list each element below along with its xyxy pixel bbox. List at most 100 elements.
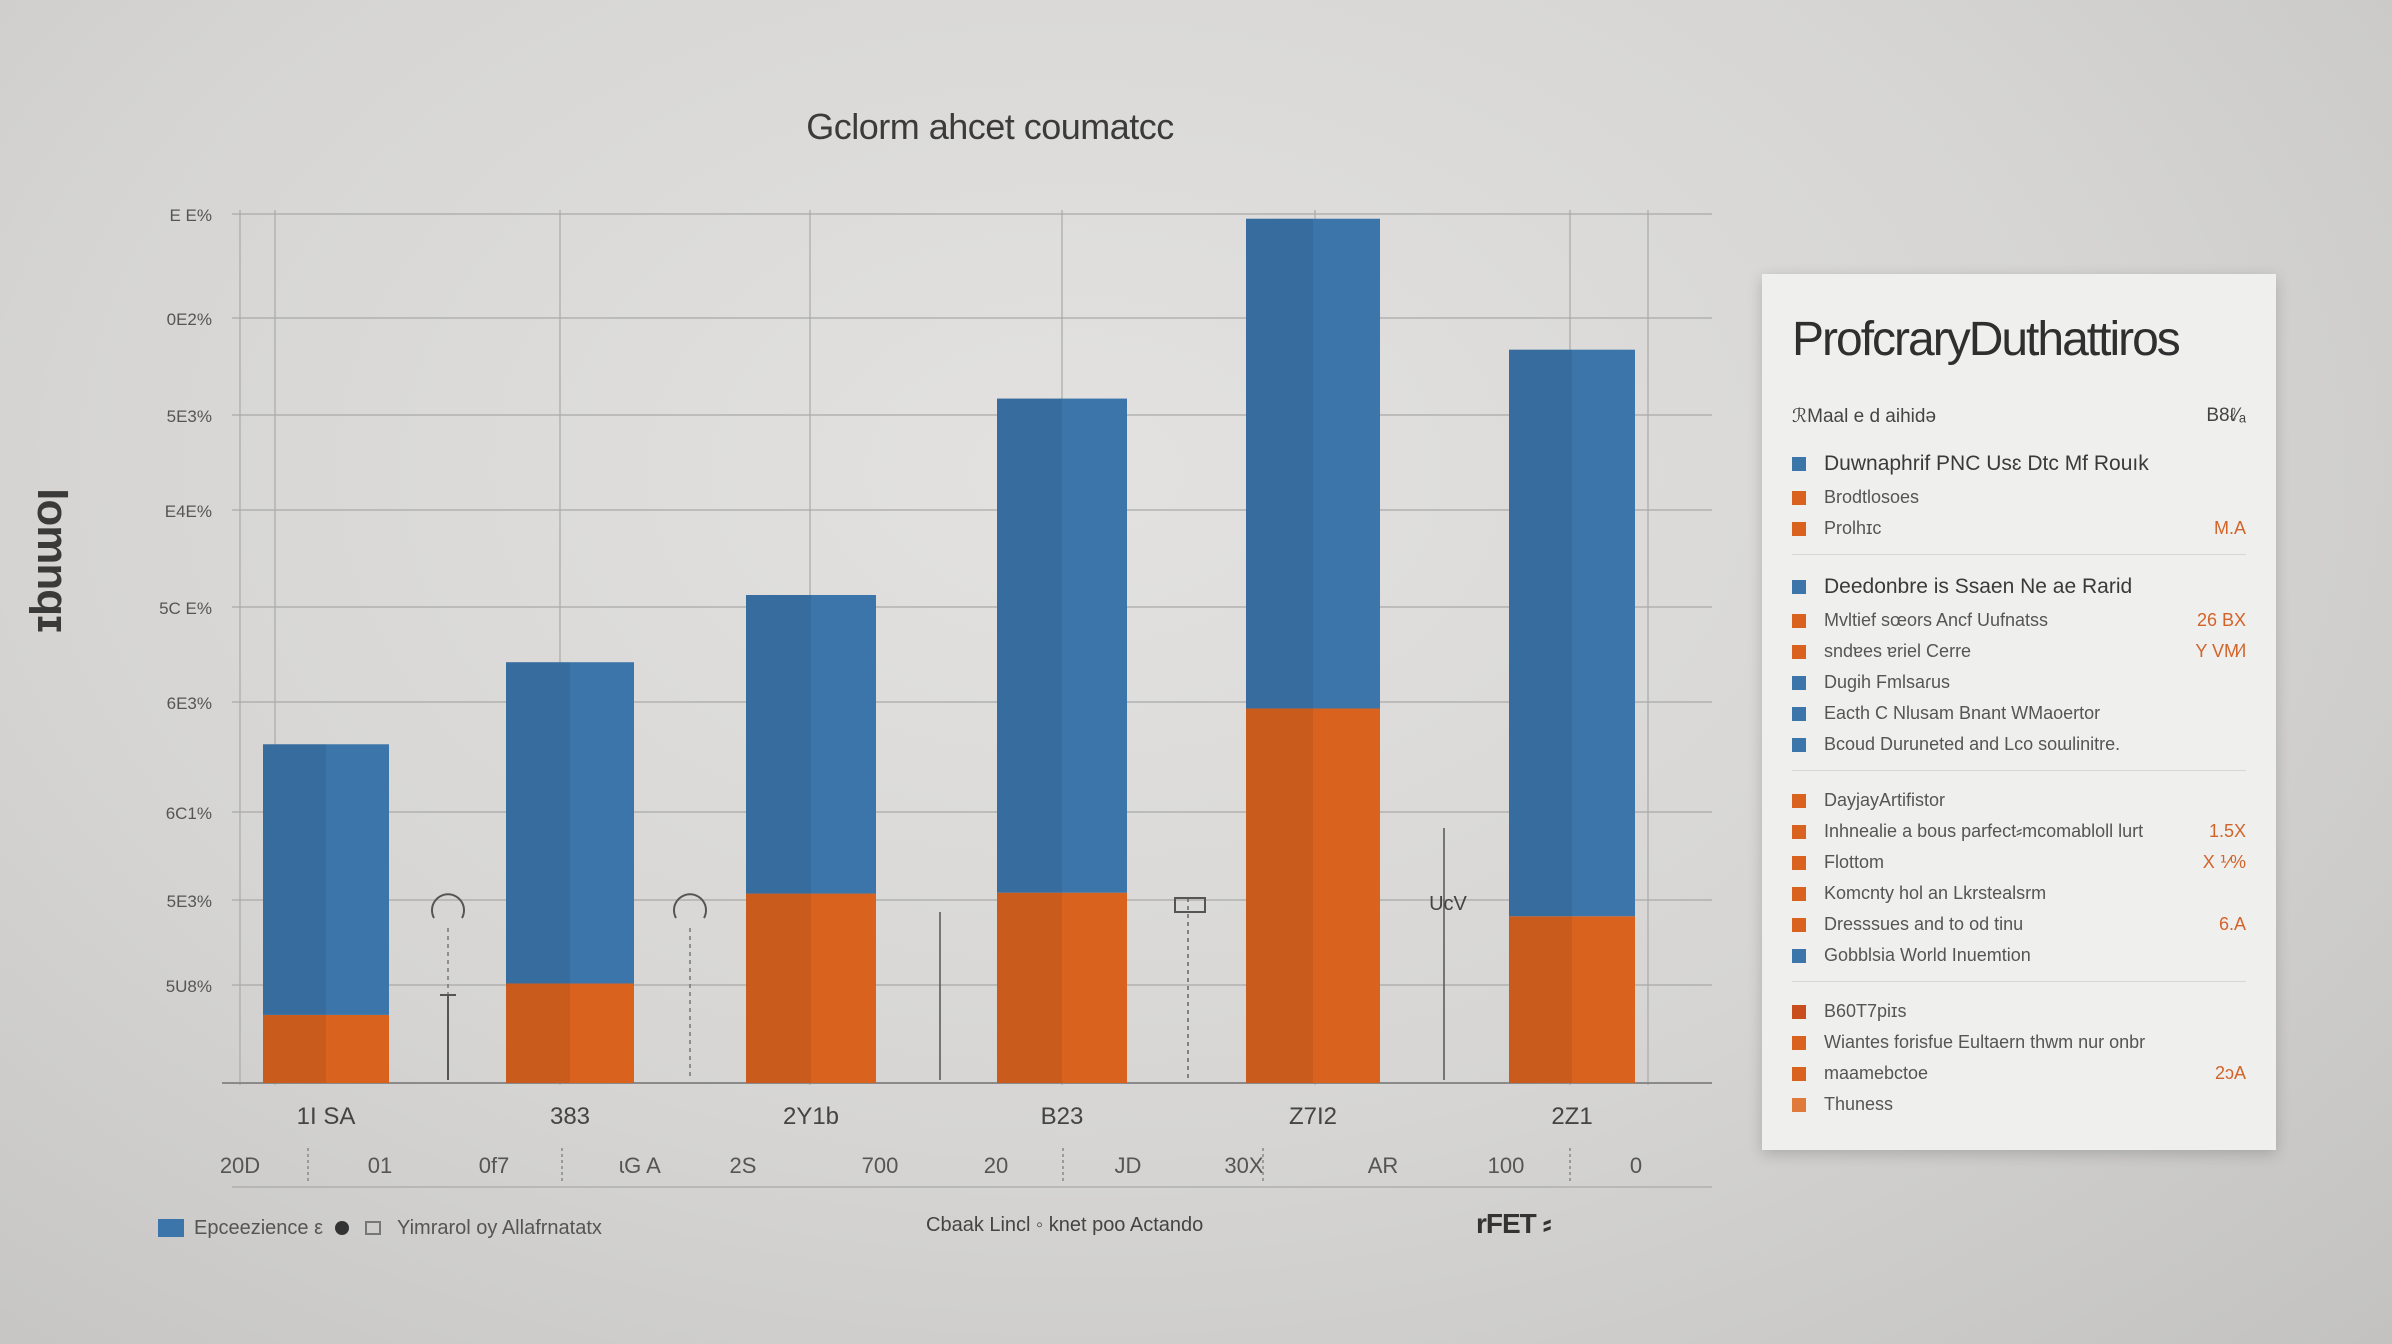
row-marker-icon (1792, 793, 1806, 808)
panel-row: Deedonbre is Ssaen Ne ae Rarid (1792, 569, 2246, 605)
y-tick-label: 6E3% (167, 694, 212, 713)
row-marker-icon (1792, 948, 1806, 963)
category-label: Z7I2 (1289, 1103, 1337, 1130)
bottom-label: JD (1115, 1153, 1142, 1178)
y-tick-label: 5C E% (159, 599, 212, 618)
bar-shade (746, 594, 811, 894)
annotation-box-icon (1174, 897, 1206, 913)
panel-row: Komcnty hol an Lkrstealsrm (1792, 878, 2246, 909)
bottom-label: AR (1368, 1153, 1399, 1178)
panel-header-row: ℛMaal e d aihidə B8ℓ⁄ₐ (1792, 405, 2246, 428)
row-label: Wiantes forisfue Eultaern thwm nur onbr (1824, 1032, 2146, 1052)
panel-row: Thuness (1792, 1089, 2246, 1120)
bottom-label: 100 (1488, 1153, 1525, 1178)
panel-row: DayjayArtifistor (1792, 785, 2246, 816)
row-label: Brodtlosoes (1824, 487, 1920, 507)
bottom-right-annotation: rFET ⸗ (1476, 1208, 1552, 1239)
y-axis-title: Iomnqɪ (28, 488, 77, 632)
bar-shade (1246, 218, 1313, 709)
bar-shade (997, 892, 1062, 1083)
legend-swatch-blue (158, 1219, 184, 1237)
bar-segment (1246, 218, 1380, 709)
bar-segment (997, 398, 1127, 893)
row-marker-icon (1792, 644, 1806, 659)
category-label: 383 (550, 1103, 590, 1130)
bottom-label: 01 (368, 1153, 392, 1178)
row-marker-icon (1792, 824, 1806, 839)
bottom-label: 20 (984, 1153, 1008, 1178)
legend-item-1: Epceezience ε (194, 1216, 323, 1239)
row-marker-icon (1792, 917, 1806, 932)
row-marker-icon (1792, 1004, 1806, 1019)
y-tick-label: E E% (169, 206, 212, 225)
row-value: 6.A (2218, 914, 2246, 934)
bar-segment (263, 1014, 389, 1083)
bar-shade (1509, 916, 1572, 1083)
panel-row: Eacth C Nlusam Bnant WMaoertor (1792, 698, 2246, 729)
row-value: 2ɔA (2214, 1063, 2246, 1083)
legend-dot-icon (335, 1221, 349, 1235)
row-label: Dresssues and to od tinu (1824, 914, 2024, 934)
panel-header-left: ℛMaal e d aihidə (1792, 406, 1937, 427)
bar-segment (1509, 349, 1635, 917)
row-marker-icon (1792, 521, 1806, 536)
bottom-label: 0 (1630, 1153, 1642, 1178)
row-label: B60T7piɪs (1824, 1001, 1907, 1021)
bottom-label: ɩG A (619, 1153, 661, 1178)
panel-group: B60T7piɪs Wiantes forisfue Eultaern thwm … (1792, 996, 2246, 1130)
panel-row: Flottom X ⅟% (1792, 847, 2246, 878)
row-label: Gobblsia World Inuemtion (1824, 945, 2031, 965)
row-label: Inhnealie a bous parfect⸗mcomabloll lurt (1824, 821, 2144, 841)
panel-row: Duwnaphrif PNC Usɛ Dtc Mf Rouık (1792, 446, 2246, 482)
panel-title: ProfcraryDuthattiros (1792, 313, 2181, 366)
panel-row: Wiantes forisfue Eultaern thwm nur onbr (1792, 1027, 2246, 1058)
annotation-label: UcV (1429, 893, 1467, 915)
bottom-label: 700 (862, 1153, 899, 1178)
category-label: 1I SA (297, 1103, 356, 1130)
row-label: Dugih Fmlsaɾus (1824, 672, 1951, 692)
row-marker-icon (1792, 613, 1806, 628)
row-marker-icon (1792, 1097, 1806, 1112)
category-label: 2Y1b (783, 1103, 839, 1130)
bar-shade (506, 662, 570, 984)
bar-shade (1246, 708, 1313, 1083)
row-value: 1.5X (2208, 821, 2246, 841)
summary-panel: ProfcraryDuthattiros ℛMaal e d aihidə B8… (1762, 274, 2276, 1150)
bar-shade (746, 893, 811, 1083)
row-label: sndɐes ɐriel Cerre (1824, 641, 1972, 661)
row-value: X ⅟% (2202, 852, 2246, 872)
category-label: 2Z1 (1551, 1103, 1592, 1130)
row-label: Eacth C Nlusam Bnant WMaoertor (1824, 703, 2101, 723)
row-label: Bcoud Duruneted and Lco soɯlinitre. (1824, 734, 2121, 754)
y-tick-label: 0E2% (167, 310, 212, 329)
row-marker-icon (1792, 706, 1806, 721)
bar-shade (997, 398, 1062, 893)
row-value: M.A (2213, 518, 2246, 538)
legend-square-icon (365, 1221, 381, 1235)
y-tick-label: 5E3% (167, 892, 212, 911)
bar-shade (1509, 349, 1572, 917)
panel-row: Bcoud Duruneted and Lco soɯlinitre. (1792, 729, 2246, 760)
panel-group: DayjayArtifistor Inhnealie a bous parfect… (1792, 785, 2246, 982)
bar-segment (746, 893, 876, 1083)
annotation-hook-icon (673, 893, 707, 919)
bottom-label: 2S (730, 1153, 757, 1178)
bar-segment (506, 983, 634, 1083)
chart-legend: Epceezience ε Yimrarol oy Allafrnatatx (158, 1214, 602, 1242)
row-label: Prolhɪc (1824, 518, 1882, 538)
y-tick-label: 5E3% (167, 407, 212, 426)
row-value: 26 BX (2196, 610, 2246, 630)
row-marker-icon (1792, 580, 1806, 594)
row-label: Flottom (1824, 852, 1885, 872)
panel-row: Mvltief sœors Ancf Uufnatss 26 BX (1792, 605, 2246, 636)
panel-row: Brodtlosoes (1792, 482, 2246, 513)
panel-row: sndɐes ɐriel Cerre Y VM⁄l (1792, 636, 2246, 667)
panel-row: Dugih Fmlsaɾus (1792, 667, 2246, 698)
y-tick-label: 5U8% (166, 977, 212, 996)
row-label: Thuness (1824, 1094, 1894, 1114)
bar-segment (506, 662, 634, 984)
row-label: DayjayArtifistor (1824, 790, 1946, 810)
bottom-label: 30X (1224, 1153, 1263, 1178)
panel-row: Dresssues and to od tinu 6.A (1792, 909, 2246, 940)
